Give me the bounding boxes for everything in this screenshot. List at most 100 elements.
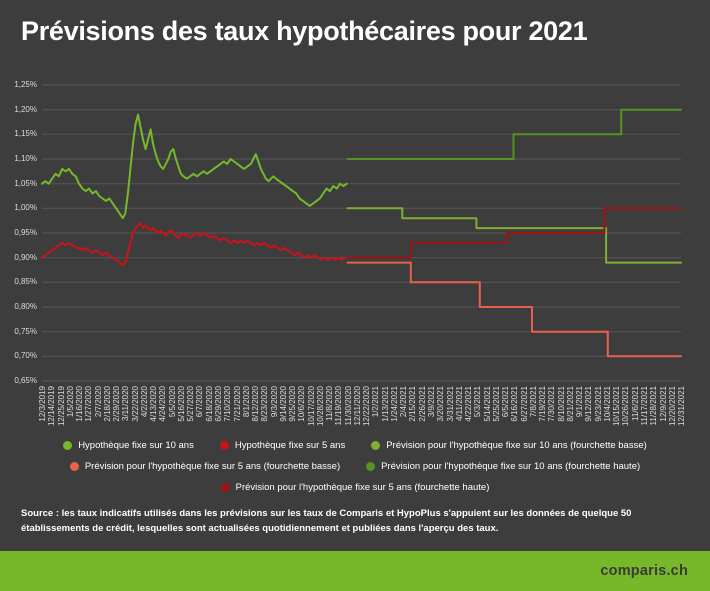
legend-label: Prévision pour l'hypothèque fixe sur 10 … [381, 461, 641, 472]
legend-dot-icon [220, 483, 230, 492]
legend-label: Prévision pour l'hypothèque fixe sur 5 a… [235, 482, 490, 493]
legend-dot-icon [69, 462, 79, 471]
x-axis-tick-label: 3/22/2020 [130, 386, 140, 422]
x-axis-tick-label: 12/9/2021 [658, 386, 668, 422]
x-axis-tick-label: 1/13/2021 [380, 386, 390, 422]
x-axis-tick-label: 5/14/2021 [482, 386, 492, 422]
x-axis-tick-label: 12/20/2021 [667, 386, 677, 427]
series-line-3 [346, 261, 682, 358]
x-axis-tick-label: 10/28/2020 [315, 386, 325, 427]
x-axis-tick-label: 1/16/2020 [75, 386, 84, 422]
x-axis-tick-label: 12/31/2021 [677, 386, 686, 427]
x-axis-tick-label: 11/17/2021 [640, 386, 649, 426]
chart-legend: Hypothèque fixe sur 10 ans Hypothèque fix… [12, 440, 698, 493]
x-axis-tick-label: 1/24/2021 [389, 386, 399, 422]
x-axis-tick-label: 6/27/2021 [519, 386, 529, 422]
x-axis-tick-label: 2/15/2021 [408, 386, 418, 422]
x-axis-tick-label: 6/29/2020 [214, 386, 223, 422]
x-axis-tick-label: 5/25/2021 [491, 386, 501, 422]
x-axis-tick-label: 10/26/2021 [621, 386, 631, 427]
legend-item-0: Hypothèque fixe sur 10 ans [63, 440, 194, 451]
series-line-0 [41, 113, 348, 220]
x-axis-tick-label: 4/2/2020 [139, 386, 149, 418]
legend-item-4: Prévision pour l'hypothèque fixe sur 10 … [366, 461, 640, 472]
x-axis-tick-label: 1/5/2020 [65, 386, 75, 418]
x-axis-tick-label: 8/12/2020 [251, 386, 260, 422]
legend-item-2: Prévision pour l'hypothèque fixe sur 10 … [371, 440, 647, 451]
x-axis-tick-label: 4/22/2021 [464, 386, 473, 422]
x-axis-tick-label: 5/16/2020 [176, 386, 186, 422]
x-axis-tick-label: 10/4/2021 [602, 386, 612, 422]
footer-bar: comparis.ch [0, 551, 710, 591]
x-axis-tick-label: 6/7/2020 [195, 386, 205, 418]
series-line-2 [346, 207, 682, 264]
legend-dot-icon [366, 462, 376, 471]
chart-plot-area [41, 84, 682, 382]
x-axis-tick-label: 8/23/2020 [260, 386, 270, 422]
x-axis-tick-label: 4/24/2020 [158, 386, 168, 422]
x-axis-tick-label: 7/19/2021 [538, 386, 548, 422]
x-axis-tick-label: 8/1/2020 [241, 386, 251, 418]
x-axis-tick-label: 9/3/2020 [269, 386, 279, 418]
page-title: Prévisions des taux hypothécaires pour 2… [21, 16, 588, 46]
x-axis-tick-label: 3/9/2021 [427, 386, 436, 418]
legend-label: Hypothèque fixe sur 10 ans [78, 440, 194, 451]
x-axis-tick-label: 6/18/2020 [204, 386, 214, 422]
x-axis-tick-label: 9/14/2020 [278, 386, 288, 422]
x-axis-tick-label: 1/2/2021 [371, 386, 381, 418]
x-axis-tick-label: 7/21/2020 [232, 386, 242, 422]
x-axis-tick-label: 12/25/2019 [56, 386, 66, 427]
x-axis-tick-label: 12/14/2019 [47, 386, 57, 427]
x-axis-tick-label: 3/20/2021 [436, 386, 446, 422]
x-axis-tick-label: 4/13/2020 [149, 386, 159, 422]
legend-dot-icon [371, 441, 381, 450]
x-axis-tick-label: 5/5/2020 [167, 386, 177, 418]
x-axis-tick-label: 10/6/2020 [297, 386, 307, 422]
x-axis-tick-label: 12/11/2020 [352, 386, 362, 426]
legend-item-5: Prévision pour l'hypothèque fixe sur 5 a… [220, 482, 490, 493]
x-axis-tick-label: 10/17/2020 [306, 386, 316, 427]
x-axis-tick-label: 1/27/2020 [84, 386, 94, 422]
x-axis-tick-label: 2/7/2020 [93, 386, 103, 418]
x-axis-tick-label: 7/30/2021 [547, 386, 557, 422]
legend-label: Prévision pour l'hypothèque fixe sur 5 a… [84, 461, 341, 472]
legend-item-3: Prévision pour l'hypothèque fixe sur 5 a… [69, 461, 341, 472]
x-axis-tick-label: 9/23/2021 [593, 386, 603, 422]
x-axis-tick-label: 9/25/2020 [288, 386, 297, 422]
legend-item-1: Hypothèque fixe sur 5 ans [219, 440, 346, 451]
x-axis-tick-label: 2/18/2020 [102, 386, 112, 422]
x-axis-tick-label: 10/15/2021 [612, 386, 622, 427]
x-axis-tick-label: 11/19/2020 [334, 386, 344, 426]
x-axis-tick-label: 7/10/2020 [223, 386, 233, 422]
x-axis-tick-label: 8/10/2021 [556, 386, 566, 422]
x-axis-tick-label: 11/30/2020 [343, 386, 353, 426]
x-axis-tick-label: 2/29/2020 [112, 386, 122, 422]
x-axis-tick-label: 12/22/2020 [362, 386, 372, 427]
x-axis-tick-label: 9/1/2021 [575, 386, 585, 418]
legend-dot-icon [63, 441, 73, 450]
comparis-logo: comparis.ch [600, 563, 688, 579]
series-line-5 [346, 207, 682, 259]
legend-dot-icon [219, 441, 229, 450]
series-line-1 [41, 222, 347, 267]
x-axis-tick-label: 6/16/2021 [510, 386, 520, 422]
x-axis-tick-label: 11/28/2021 [649, 386, 659, 426]
x-axis-tick-label: 5/27/2020 [186, 386, 196, 422]
x-axis-tick-label: 3/31/2021 [445, 386, 455, 422]
x-axis-tick-label: 9/12/2021 [584, 386, 594, 422]
series-line-4 [346, 108, 682, 160]
x-axis-tick-label: 3/11/2020 [121, 386, 131, 421]
x-axis-tick-label: 7/8/2021 [528, 386, 538, 418]
x-axis-tick-label: 11/6/2021 [630, 386, 640, 421]
x-axis-tick-label: 12/3/2019 [38, 386, 47, 422]
legend-label: Prévision pour l'hypothèque fixe sur 10 … [386, 440, 647, 451]
x-axis-tick-label: 11/8/2020 [325, 386, 335, 421]
x-axis-tick-label: 6/5/2021 [501, 386, 510, 418]
x-axis-tick-label: 2/26/2021 [417, 386, 427, 422]
x-axis-tick-label: 8/21/2021 [565, 386, 575, 422]
x-axis-tick-label: 5/3/2021 [473, 386, 483, 418]
legend-label: Hypothèque fixe sur 5 ans [234, 440, 346, 451]
x-axis-tick-label: 2/4/2021 [399, 386, 409, 418]
source-note: Source : les taux indicatifs utilisés da… [21, 508, 632, 535]
